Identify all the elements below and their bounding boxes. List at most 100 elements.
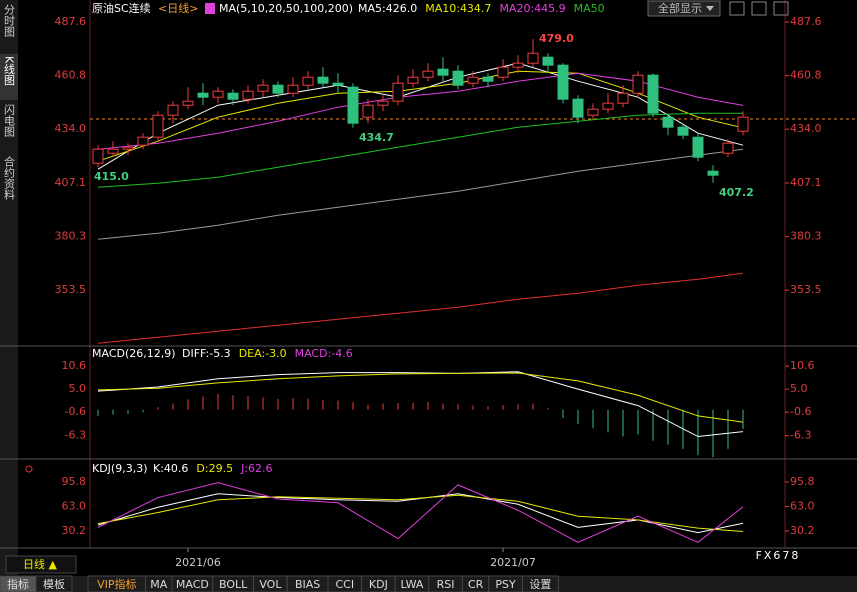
candle-body [692, 136, 704, 158]
candle-body [392, 82, 404, 102]
y-tick-label: 380.3 [790, 230, 822, 243]
candle-body [512, 62, 524, 68]
y-tick-label: 407.1 [790, 176, 822, 189]
candle-body [707, 170, 719, 176]
legend-entry: K:40.6 [153, 462, 188, 475]
candle-body [92, 148, 104, 164]
legend-entry: D:29.5 [196, 462, 233, 475]
y-tick-label: -0.6 [65, 405, 86, 418]
candle-body [647, 74, 659, 114]
legend-entry: DEA:-3.0 [239, 347, 287, 360]
y-tick-label: 5.0 [69, 382, 87, 395]
price-annotation: 434.7 [359, 131, 394, 144]
candle-body [587, 108, 599, 116]
candle-body [617, 92, 629, 104]
candle-body [167, 104, 179, 116]
y-tick-label: 95.8 [790, 475, 815, 488]
indicator-line [97, 148, 744, 240]
candle-body [722, 142, 734, 154]
candle-body [452, 70, 464, 86]
candle-body [227, 92, 239, 100]
y-tick-label: -0.6 [790, 405, 811, 418]
candle-body [287, 84, 299, 94]
candle-body [662, 116, 674, 128]
period-button[interactable]: 日线 ▲ [23, 557, 57, 571]
candle-body [467, 76, 479, 84]
price-annotation: 479.0 [539, 32, 574, 45]
candle-body [257, 84, 269, 92]
tab-label[interactable]: 设置 [529, 578, 551, 591]
legend-entry: MA20:445.9 [499, 2, 565, 15]
candle-body [557, 64, 569, 100]
y-tick-label: 434.0 [790, 122, 822, 135]
icon-button[interactable] [773, 1, 789, 16]
tab-label[interactable]: RSI [437, 578, 455, 591]
candle-body [497, 66, 509, 78]
y-tick-label: -6.3 [65, 429, 86, 442]
sidebar-tab[interactable]: 分时图 [3, 4, 16, 38]
candle-body [602, 102, 614, 110]
tab-label[interactable]: PSY [495, 578, 516, 591]
tab-label[interactable]: MACD [176, 578, 209, 591]
candle-body [212, 90, 224, 98]
tab-label[interactable]: VIP指标 [97, 577, 136, 591]
y-tick-label: 353.5 [55, 283, 87, 296]
tab-label[interactable]: MA [150, 578, 167, 591]
sidebar [0, 0, 18, 575]
candle-body [422, 70, 434, 78]
indicator-line [97, 482, 744, 543]
tab-label[interactable]: LWA [401, 578, 424, 591]
y-tick-label: 460.8 [55, 69, 87, 82]
candle-body [437, 68, 449, 76]
y-tick-label: 30.2 [790, 524, 815, 537]
legend-entry: MACD:-4.6 [295, 347, 353, 360]
tab-label[interactable]: 指标 [7, 577, 29, 591]
candle-body [122, 146, 134, 150]
candle-body [632, 74, 644, 94]
candle-body [302, 76, 314, 86]
tab-label[interactable]: BOLL [219, 578, 248, 591]
candle-body [242, 90, 254, 100]
tab-label[interactable]: CR [468, 578, 484, 591]
tab-label[interactable]: VOL [259, 578, 282, 591]
legend-entry: MA5:426.0 [358, 2, 417, 15]
tab-label[interactable]: CCI [335, 578, 354, 591]
panel-title: KDJ(9,3,3) [92, 462, 148, 475]
tab[interactable] [521, 575, 559, 592]
indicator-line [97, 112, 743, 188]
y-tick-label: 434.0 [55, 122, 87, 135]
y-tick-label: 5.0 [790, 382, 808, 395]
candle-body [377, 100, 389, 106]
icon-button[interactable] [751, 1, 767, 16]
candle-body [137, 136, 149, 146]
legend-entry: MA50 [574, 2, 605, 15]
y-tick-label: 30.2 [62, 524, 87, 537]
panel-title: MACD(26,12,9) [92, 347, 176, 360]
y-tick-label: 10.6 [790, 359, 815, 372]
candle-body [542, 56, 554, 66]
show-all-button[interactable] [647, 0, 721, 17]
sidebar-tab[interactable]: 闪电图 [3, 103, 16, 138]
candle-body [107, 148, 119, 154]
sidebar-tab[interactable]: 合约资料 [3, 155, 16, 201]
candle-body [362, 104, 374, 118]
indicator-line [97, 272, 744, 344]
candle-body [332, 82, 344, 86]
tab-label[interactable]: 模板 [43, 577, 65, 591]
show-all-label[interactable]: 全部显示 [658, 1, 702, 15]
candle-body [527, 52, 539, 64]
legend-entry: MA10:434.7 [425, 2, 491, 15]
dropdown-icon [706, 6, 714, 11]
candle-body [482, 76, 494, 82]
sidebar-tab[interactable]: K线图 [3, 56, 16, 86]
y-tick-label: 487.6 [790, 15, 822, 28]
period-box[interactable] [5, 555, 77, 574]
tab-label[interactable]: KDJ [369, 578, 388, 591]
candle-body [272, 84, 284, 94]
icon-button[interactable] [729, 1, 745, 16]
indicator-line [97, 371, 744, 438]
tab[interactable] [35, 575, 73, 592]
tab-label[interactable]: BIAS [295, 578, 320, 591]
watermark: FX678 [756, 549, 801, 562]
